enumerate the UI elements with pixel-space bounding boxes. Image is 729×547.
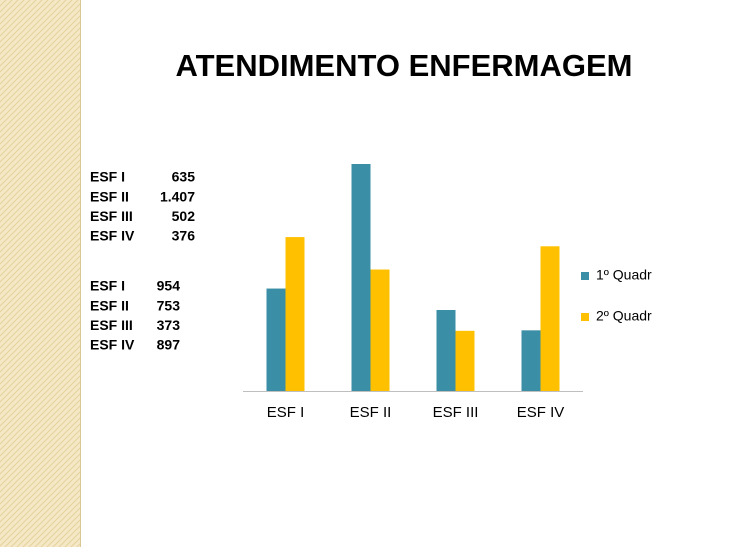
x-tick-label: ESF I (267, 404, 305, 421)
side-label: ESF III (90, 208, 133, 224)
bar (455, 330, 475, 391)
side-label: ESF IV (90, 337, 135, 353)
legend-swatch (581, 313, 589, 321)
bar (370, 269, 390, 391)
x-tick-label: ESF II (350, 404, 392, 421)
legend-label: 1º Quadr (596, 267, 652, 283)
x-tick-label: ESF IV (517, 404, 565, 421)
side-label: ESF III (90, 317, 133, 333)
side-value: 376 (172, 228, 196, 244)
bar (351, 164, 371, 391)
side-label: ESF I (90, 278, 125, 294)
bar (266, 288, 286, 391)
side-value: 373 (157, 317, 181, 333)
side-value: 502 (172, 208, 196, 224)
bar (521, 330, 541, 391)
side-label: ESF IV (90, 228, 135, 244)
side-value: 1.407 (160, 188, 195, 204)
side-border (0, 0, 80, 547)
side-label: ESF I (90, 169, 125, 185)
chart-title: ATENDIMENTO ENFERMAGEM (176, 48, 633, 83)
x-tick-label: ESF III (433, 404, 479, 421)
bar (285, 237, 305, 391)
bar (436, 310, 456, 391)
legend-swatch (581, 272, 589, 280)
side-value: 635 (172, 169, 196, 185)
side-value: 897 (157, 337, 181, 353)
side-value: 753 (157, 297, 181, 313)
side-label: ESF II (90, 188, 129, 204)
legend-label: 2º Quadr (596, 308, 652, 324)
side-label: ESF II (90, 297, 129, 313)
bar (540, 246, 560, 391)
side-value: 954 (157, 278, 181, 294)
